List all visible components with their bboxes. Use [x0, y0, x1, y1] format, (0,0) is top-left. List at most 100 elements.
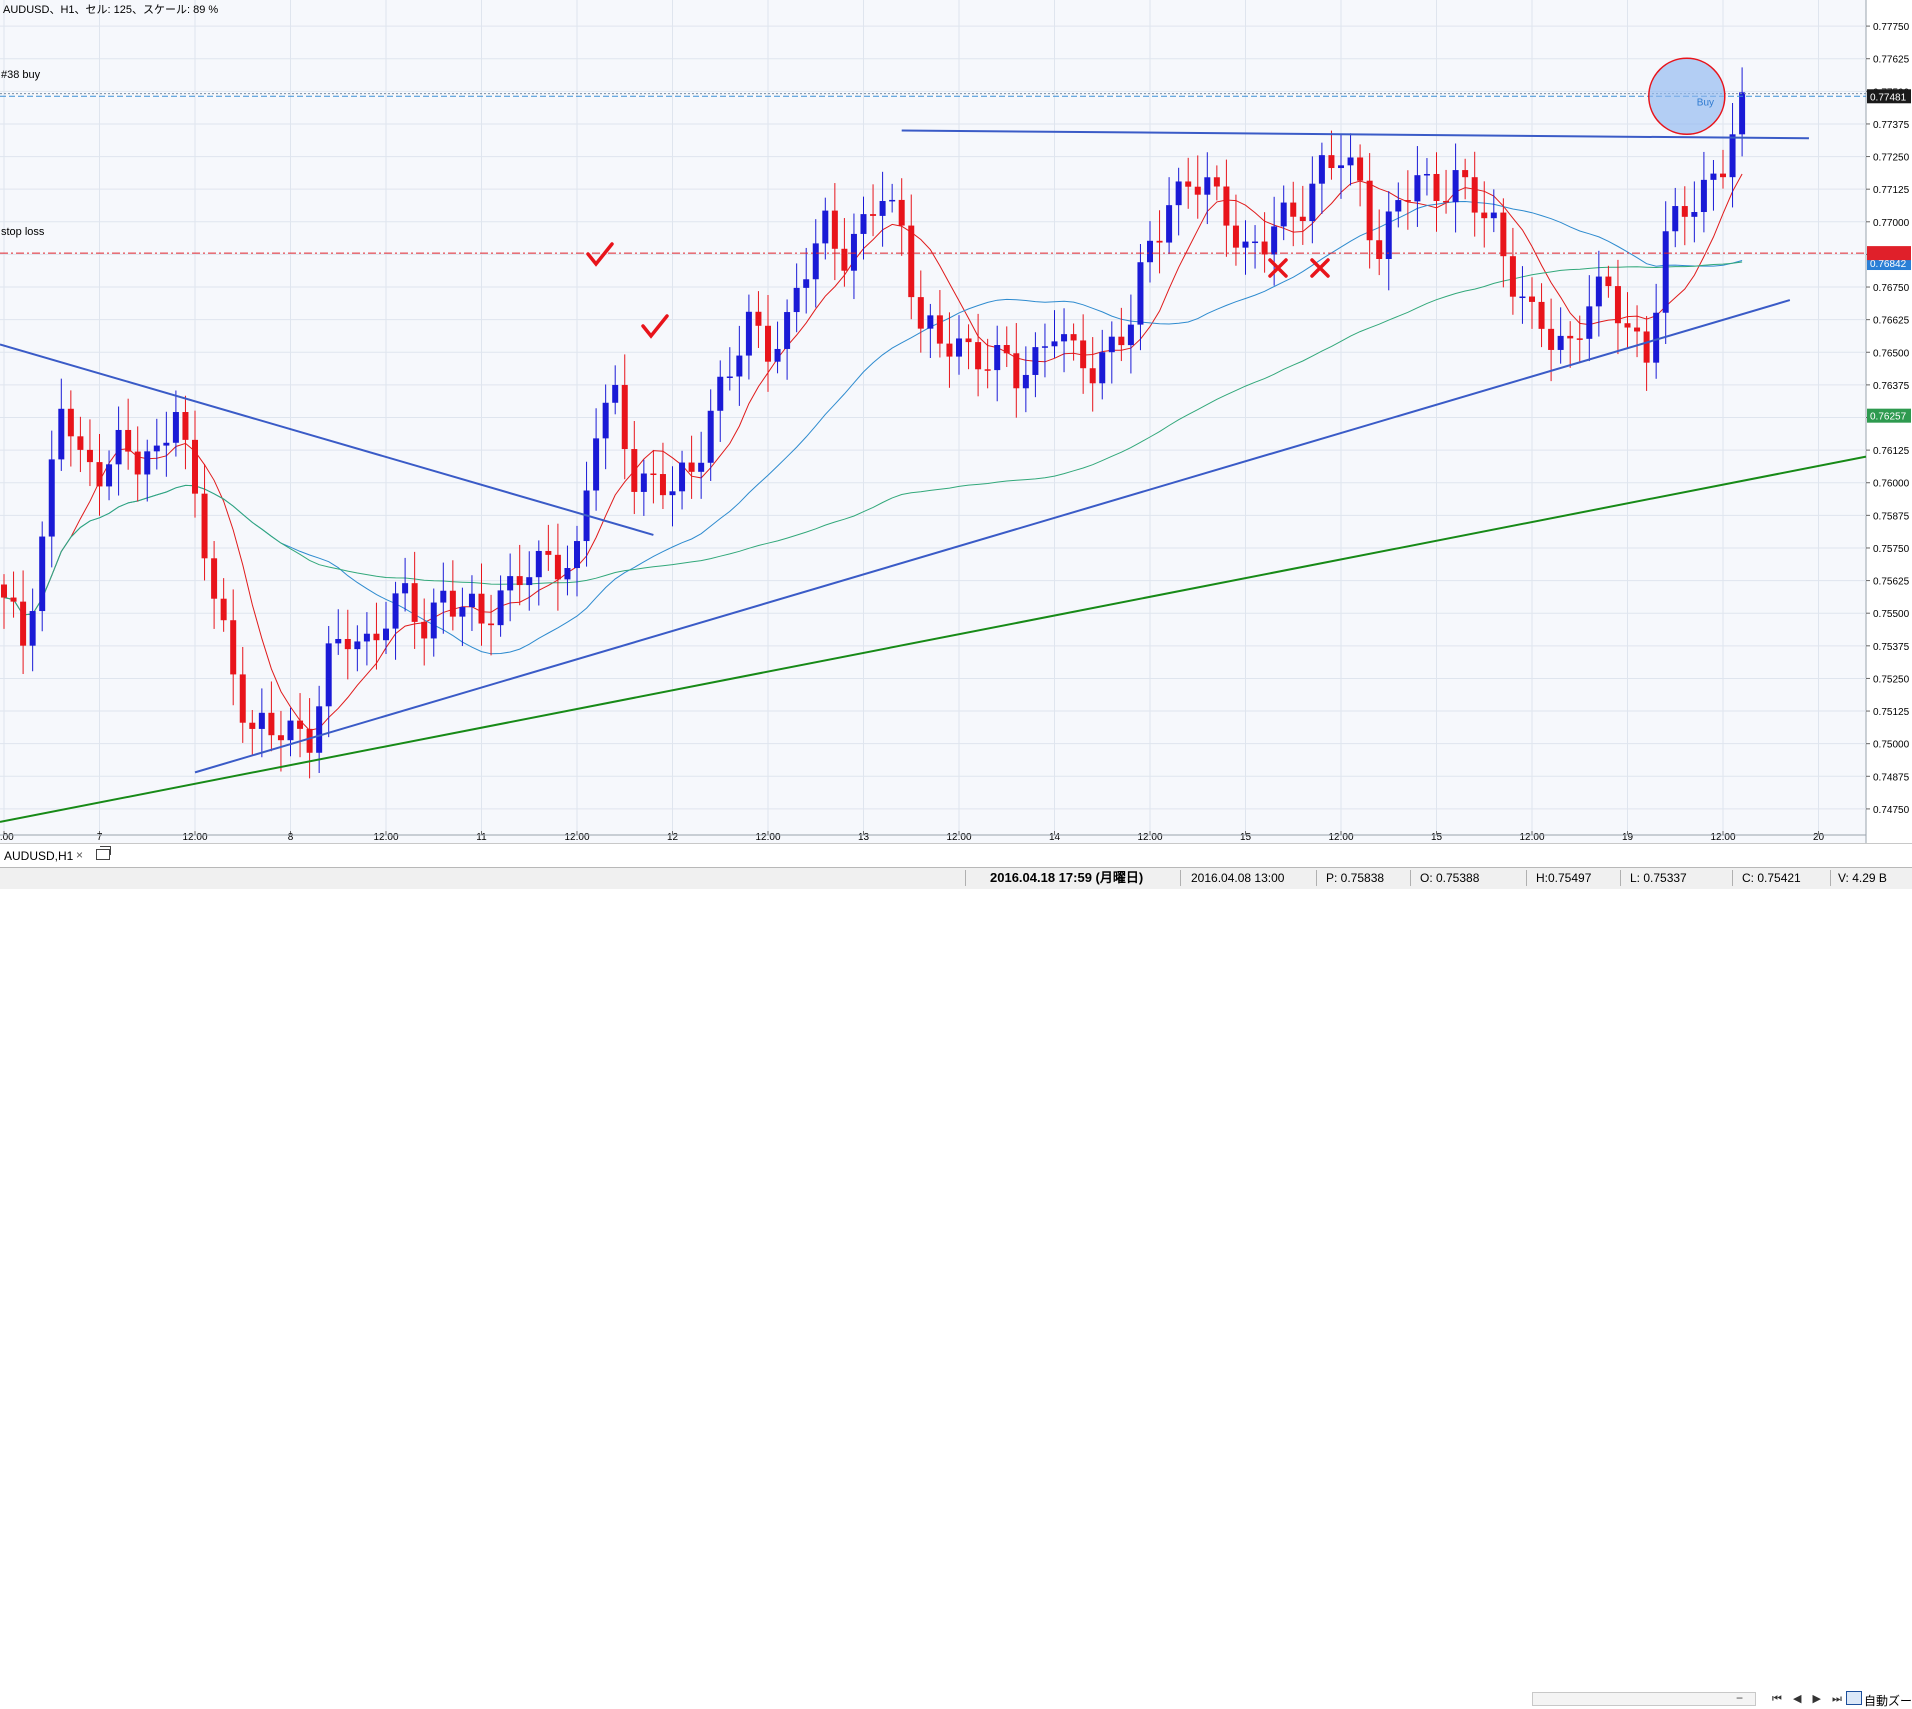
- price-tick-label: 0.76000: [1873, 479, 1910, 490]
- time-tick-label: 12:00: [1710, 832, 1735, 843]
- candle-body: [889, 199, 896, 202]
- status-low: L: 0.75337: [1630, 871, 1687, 885]
- candle-body: [965, 338, 972, 343]
- candle-body: [784, 312, 791, 349]
- cross-mark-icon: [1310, 258, 1330, 278]
- status-bar: 2016.04.18 17:59 (月曜日) 2016.04.08 13:00 …: [0, 867, 1912, 889]
- candle-body: [344, 638, 351, 650]
- candle-body: [134, 451, 141, 475]
- candle-body: [1576, 338, 1583, 340]
- candle-body: [1147, 240, 1153, 263]
- candle-body: [106, 464, 113, 487]
- candle-body: [373, 633, 380, 641]
- candle-body: [736, 355, 743, 377]
- candle-body: [1605, 276, 1612, 287]
- candle-body: [383, 628, 389, 641]
- candle-body: [449, 590, 456, 617]
- candle-body: [956, 338, 962, 357]
- time-tick-label: 2:00: [0, 832, 14, 843]
- chart-scrollbar[interactable]: [1532, 1692, 1756, 1706]
- auto-zoom-label[interactable]: 自動ズーム: [1864, 1694, 1912, 1708]
- candle-body: [172, 412, 179, 443]
- candle-body: [593, 438, 600, 491]
- time-tick-label: 12:00: [182, 832, 207, 843]
- candle-body: [908, 225, 915, 298]
- candle-body: [936, 315, 943, 344]
- buy-highlight-circle: [1648, 57, 1726, 136]
- time-tick-label: 11: [476, 832, 487, 843]
- auto-zoom-icon[interactable]: [1846, 1691, 1862, 1705]
- candle-body: [1643, 331, 1650, 363]
- stop-loss-price-tag-bg: [1867, 246, 1911, 261]
- candle-body: [1433, 173, 1440, 201]
- current-price-tag-bg: [1867, 89, 1911, 104]
- candle-body: [1013, 353, 1020, 389]
- price-tick-label: 0.75250: [1873, 674, 1910, 685]
- candle-body: [621, 384, 628, 450]
- candle-body: [1118, 336, 1125, 346]
- ma-slow-price-tag: 0.76257: [1870, 412, 1907, 423]
- time-tick-label: 7: [97, 832, 103, 843]
- candle-body: [67, 408, 74, 437]
- candle-body: [717, 376, 724, 411]
- candle-body: [10, 597, 17, 602]
- price-tick-label: 0.75625: [1873, 577, 1910, 588]
- window-title: AUDUSD、H1、セル: 125、スケール: 89 %: [3, 3, 218, 16]
- candle-body: [698, 462, 705, 472]
- check-mark-icon: [641, 314, 669, 339]
- candle-body: [659, 474, 666, 496]
- status-separator: [1180, 870, 1181, 886]
- price-tick-label: 0.77625: [1873, 55, 1910, 66]
- price-tick-label: 0.77750: [1873, 22, 1910, 33]
- candle-body: [1194, 186, 1201, 195]
- candle-body: [1395, 200, 1402, 212]
- price-tick-label: 0.77250: [1873, 153, 1910, 164]
- candle-body: [182, 412, 189, 440]
- tab-audusd-h1[interactable]: AUDUSD,H1: [4, 849, 74, 863]
- candle-body: [831, 210, 838, 249]
- candle-body: [1051, 341, 1058, 347]
- time-tick-label: 12:00: [1519, 832, 1544, 843]
- price-tick-label: 0.77000: [1873, 218, 1910, 229]
- candle-body: [39, 536, 46, 612]
- time-tick-label: 12:00: [946, 832, 971, 843]
- price-axis[interactable]: 0.777500.776250.775000.773750.772500.771…: [1866, 22, 1911, 816]
- candle-body: [392, 593, 399, 629]
- candle-body: [421, 621, 428, 639]
- candle-body: [1376, 240, 1383, 259]
- candle-body: [564, 568, 571, 580]
- candle-body: [1662, 231, 1669, 313]
- candle-body: [1720, 173, 1726, 178]
- ma-slow-price-tag-bg: [1867, 408, 1911, 423]
- candle-body: [1567, 335, 1574, 339]
- candle-body: [297, 720, 304, 729]
- candle-body: [1538, 301, 1545, 329]
- time-axis[interactable]: 2:00 7 12:00 8 12:00 11 12:00 12 12:00 13 12:00 14 1…: [0, 831, 1866, 843]
- candle-body: [430, 602, 437, 639]
- price-tick-label: 0.76125: [1873, 446, 1910, 457]
- candle-body: [306, 728, 313, 753]
- price-tick-label: 0.76375: [1873, 381, 1910, 392]
- candle-body: [946, 343, 953, 357]
- candle-body: [1299, 216, 1306, 222]
- candle-body: [1127, 324, 1134, 346]
- candle-body: [1309, 183, 1316, 222]
- price-tick-label: 0.76625: [1873, 316, 1910, 327]
- candle-body: [507, 576, 514, 591]
- candle-body: [220, 598, 227, 621]
- time-tick-label: 20: [1813, 832, 1825, 843]
- candle-body: [1500, 212, 1507, 257]
- new-window-icon[interactable]: [96, 846, 111, 860]
- candle-body: [468, 593, 475, 608]
- candle-body: [765, 325, 771, 362]
- chart-navigation-buttons[interactable]: ⏮ ◀ ▶ ⏭: [1772, 1693, 1846, 1705]
- candle-body: [1385, 211, 1392, 259]
- ma-slow-line: [3, 261, 1743, 616]
- price-tick-label: 0.75875: [1873, 511, 1910, 522]
- uptrend-line: [194, 299, 1791, 774]
- candle-body: [335, 638, 342, 644]
- trend-lines[interactable]: Buy: [0, 57, 1867, 823]
- zoom-out-button[interactable]: −: [1736, 1691, 1744, 1705]
- price-chart[interactable]: Buy 0.777500.776250.775000.773750.772500…: [0, 0, 1912, 843]
- tab-close-icon[interactable]: ×: [76, 848, 84, 862]
